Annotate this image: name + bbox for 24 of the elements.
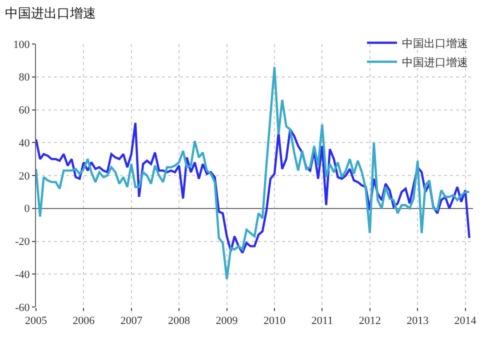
line-series — [36, 122, 470, 254]
y-tick-label: 40 — [18, 137, 30, 150]
legend-label: 中国出口增速 — [402, 37, 468, 50]
x-tick-label: 2011 — [311, 315, 333, 328]
legend-label: 中国进口增速 — [402, 56, 468, 70]
x-tick-label: 2005 — [25, 315, 48, 328]
y-tick-label: -20 — [15, 236, 30, 248]
x-tick-label: 2012 — [358, 315, 381, 328]
y-tick-label: 80 — [18, 72, 30, 84]
x-tick-label: 2013 — [406, 315, 430, 328]
y-tick-label: -40 — [15, 268, 30, 281]
x-tick-label: 2008 — [168, 315, 191, 328]
y-tick-label: -60 — [15, 302, 30, 314]
x-tick-label: 2010 — [263, 315, 286, 328]
x-tick-label: 2014 — [454, 315, 477, 328]
y-tick-label: 20 — [18, 170, 30, 182]
y-tick-label: 0 — [24, 203, 30, 216]
line-series — [36, 66, 470, 280]
y-tick-label: 60 — [18, 104, 30, 117]
y-tick-label: 100 — [13, 38, 30, 51]
x-tick-label: 2007 — [120, 315, 143, 328]
x-tick-label: 2006 — [72, 315, 96, 328]
x-tick-label: 2009 — [216, 315, 238, 328]
chart-title: 中国进出口增速 — [4, 6, 96, 22]
